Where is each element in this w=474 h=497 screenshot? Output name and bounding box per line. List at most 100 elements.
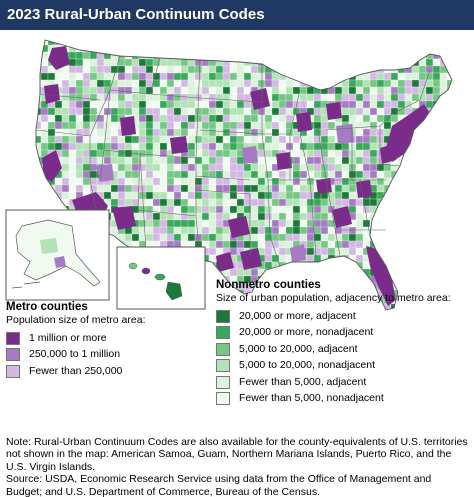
county-cell <box>229 247 238 256</box>
county-cell <box>89 58 98 67</box>
county-cell <box>313 79 322 88</box>
county-cell <box>404 163 413 172</box>
county-cell <box>341 233 350 242</box>
county-cell <box>383 170 392 179</box>
county-cell <box>159 212 168 221</box>
county-cell <box>278 233 287 242</box>
county-cell <box>40 198 49 207</box>
county-cell <box>411 135 420 144</box>
county-cell <box>201 163 210 172</box>
county-cell <box>110 142 119 151</box>
county-cell <box>454 157 461 164</box>
county-cell <box>250 205 259 214</box>
county-cell <box>138 212 147 221</box>
county-cell <box>285 79 294 88</box>
legend-item-metro-small: Fewer than 250,000 <box>6 363 216 380</box>
legend-label: Fewer than 5,000, nonadjacent <box>239 392 384 405</box>
county-cell <box>131 58 140 67</box>
county-cell <box>446 177 452 186</box>
county-cell <box>446 261 452 270</box>
county-cell <box>222 58 231 67</box>
county-cell <box>187 44 196 53</box>
county-cell <box>278 177 287 186</box>
county-cell <box>68 107 77 116</box>
county-cell <box>257 240 266 249</box>
county-cell <box>208 142 217 151</box>
county-cell <box>222 51 231 60</box>
county-cell <box>369 149 378 158</box>
county-cell <box>222 212 231 221</box>
metro-dc-baltimore <box>380 144 396 164</box>
hawaii-inset <box>116 246 206 310</box>
county-cell <box>376 72 385 81</box>
county-cell <box>264 226 273 235</box>
county-cell <box>285 191 294 200</box>
county-cell <box>145 198 154 207</box>
county-cell <box>292 198 301 207</box>
county-cell <box>159 198 168 207</box>
county-cell <box>432 261 441 270</box>
county-cell <box>320 261 329 270</box>
county-cell <box>355 247 364 256</box>
county-cell <box>201 156 210 165</box>
county-cell <box>124 198 133 207</box>
county-cell <box>292 184 301 193</box>
county-cell <box>54 135 63 144</box>
county-cell <box>208 226 217 235</box>
county-cell <box>439 261 448 270</box>
county-cell <box>369 135 378 144</box>
county-cell <box>327 121 336 130</box>
metro-st-louis <box>276 152 292 170</box>
county-cell <box>124 93 133 102</box>
county-cell <box>110 184 119 193</box>
county-cell <box>180 184 189 193</box>
county-cell <box>418 177 427 186</box>
county-cell <box>355 198 364 207</box>
county-cell <box>152 191 161 200</box>
county-cell <box>152 79 161 88</box>
county-cell <box>152 233 161 242</box>
county-cell <box>145 226 154 235</box>
county-cell <box>208 121 217 130</box>
county-cell <box>397 86 406 95</box>
county-cell <box>166 100 175 109</box>
county-cell <box>159 121 168 130</box>
county-cell <box>180 58 189 67</box>
county-cell <box>215 65 224 74</box>
county-cell <box>229 205 238 214</box>
county-cell <box>138 163 147 172</box>
county-cell <box>454 87 461 94</box>
county-cell <box>89 65 98 74</box>
county-cell <box>222 177 231 186</box>
county-cell <box>229 240 238 249</box>
county-cell <box>327 65 336 74</box>
county-cell <box>236 100 245 109</box>
county-cell <box>250 170 259 179</box>
county-cell <box>313 44 322 53</box>
county-cell <box>222 40 231 46</box>
county-cell <box>355 240 364 249</box>
county-cell <box>446 51 452 60</box>
county-cell <box>264 135 273 144</box>
county-cell <box>306 226 315 235</box>
legend-swatch <box>216 392 230 406</box>
county-cell <box>222 156 231 165</box>
county-cell <box>404 233 413 242</box>
county-cell <box>306 65 315 74</box>
county-cell <box>131 142 140 151</box>
county-cell <box>159 177 168 186</box>
county-cell <box>61 100 70 109</box>
county-cell <box>110 191 119 200</box>
county-cell <box>166 65 175 74</box>
county-cell <box>208 205 217 214</box>
map-area <box>0 30 474 436</box>
county-cell <box>222 226 231 235</box>
county-cell <box>208 163 217 172</box>
county-cell <box>320 268 329 277</box>
county-cell <box>145 149 154 158</box>
county-cell <box>404 205 413 214</box>
county-cell <box>454 178 461 185</box>
county-cell <box>208 268 217 277</box>
county-cell <box>208 275 217 284</box>
county-cell <box>173 184 182 193</box>
